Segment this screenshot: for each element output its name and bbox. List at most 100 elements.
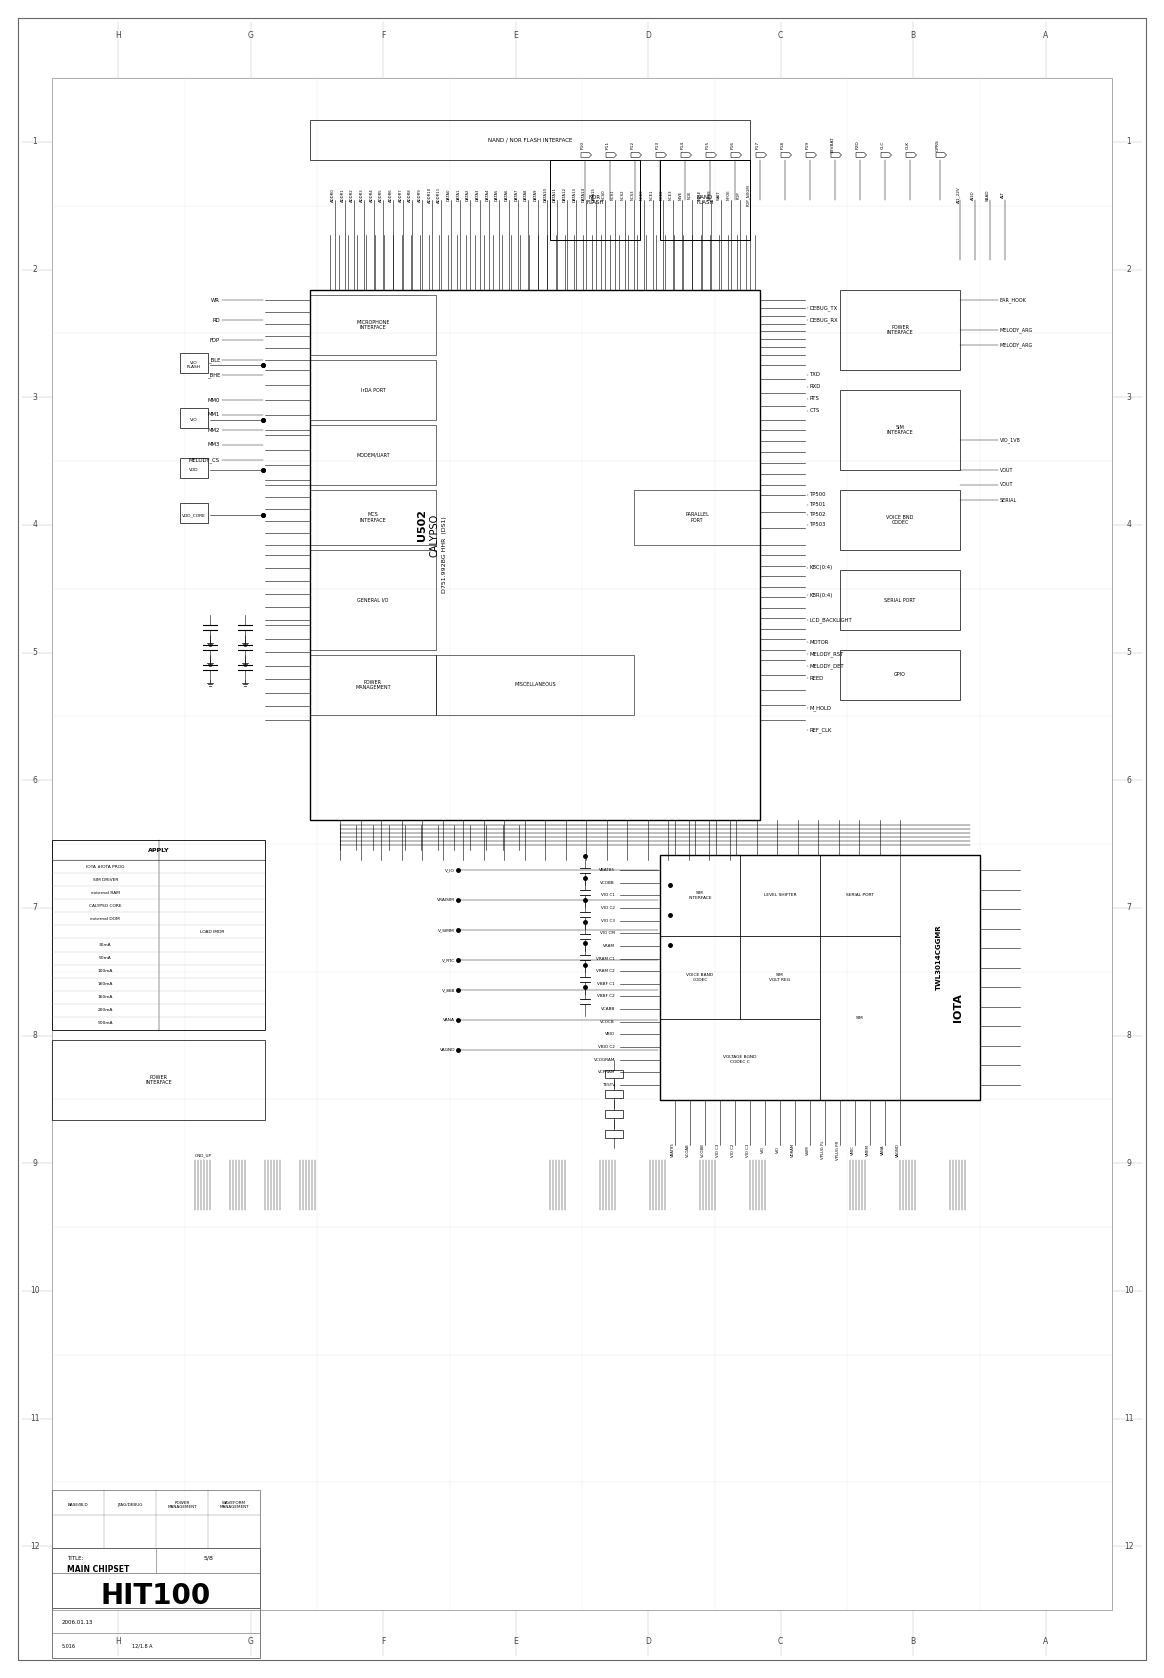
Bar — [605, 1111, 623, 1118]
Text: VBAT85: VBAT85 — [670, 1143, 675, 1158]
Text: POWER
INTERFACE: POWER INTERFACE — [146, 1074, 172, 1086]
Text: 8: 8 — [33, 1030, 37, 1040]
Text: VANA: VANA — [443, 1019, 455, 1022]
Text: VCOBB: VCOBB — [701, 1143, 705, 1156]
Text: LOAD IMDR: LOAD IMDR — [199, 930, 223, 935]
Text: TP502: TP502 — [810, 512, 826, 517]
Text: DATA5: DATA5 — [495, 190, 499, 201]
Text: 6: 6 — [33, 775, 37, 785]
Text: D: D — [645, 32, 651, 40]
Text: 9: 9 — [33, 1159, 37, 1168]
Text: 5/8: 5/8 — [203, 1556, 213, 1561]
Text: NBHE: NBHE — [708, 190, 711, 200]
Text: VCOGRAM: VCOGRAM — [594, 1057, 615, 1062]
Text: AI1D: AI1D — [971, 190, 975, 200]
Text: GPIO: GPIO — [894, 673, 906, 678]
Text: G: G — [248, 1638, 254, 1646]
Bar — [740, 856, 819, 936]
Text: WAIT: WAIT — [717, 190, 721, 200]
Text: VCPRAM: VCPRAM — [597, 1071, 615, 1074]
Bar — [660, 856, 980, 1101]
Text: VAGND: VAGND — [896, 1143, 900, 1156]
Text: MAIN CHIPSET: MAIN CHIPSET — [68, 1566, 129, 1574]
Text: SERIAL: SERIAL — [1000, 497, 1017, 502]
Text: 12/1.8 A: 12/1.8 A — [132, 1643, 152, 1648]
Text: 11: 11 — [30, 1415, 40, 1423]
Text: FDP: FDP — [210, 337, 220, 342]
Text: MM2: MM2 — [207, 428, 220, 433]
Text: P11: P11 — [606, 141, 610, 149]
Text: DATA0: DATA0 — [447, 188, 450, 201]
Text: RD: RD — [212, 317, 220, 322]
Text: DATA2: DATA2 — [466, 188, 470, 201]
Text: DATA7: DATA7 — [514, 188, 518, 201]
Text: DATA10: DATA10 — [544, 188, 547, 203]
Text: KBC(0:4): KBC(0:4) — [810, 565, 833, 571]
Text: P17: P17 — [755, 141, 760, 149]
Text: 5.016: 5.016 — [62, 1643, 76, 1648]
Text: RTS: RTS — [810, 396, 819, 401]
Text: ADDR6: ADDR6 — [389, 188, 393, 201]
Text: DATA6: DATA6 — [505, 190, 509, 201]
Bar — [605, 1129, 623, 1138]
Text: 3: 3 — [1127, 393, 1131, 401]
Bar — [660, 936, 740, 1019]
Bar — [180, 408, 208, 428]
Text: GPRS: GPRS — [936, 139, 941, 151]
Text: VMEM: VMEM — [866, 1144, 870, 1156]
Text: 7: 7 — [33, 903, 37, 913]
Text: NCS0: NCS0 — [602, 190, 605, 200]
Text: TXD: TXD — [810, 373, 821, 378]
Bar — [52, 841, 265, 1030]
Bar — [52, 1549, 260, 1608]
Text: BASE/BLD: BASE/BLD — [68, 1503, 88, 1507]
Text: 11: 11 — [1124, 1415, 1134, 1423]
Text: POWER
MANAGEMENT: POWER MANAGEMENT — [355, 680, 391, 690]
Text: NCS3: NCS3 — [630, 190, 634, 200]
Text: B: B — [910, 32, 916, 40]
Text: VIO C3: VIO C3 — [716, 1143, 721, 1156]
Text: CALYPSO CORE: CALYPSO CORE — [88, 904, 121, 908]
Text: VCOCB: VCOCB — [601, 1020, 615, 1024]
Bar — [840, 571, 960, 629]
Text: NOE: NOE — [688, 191, 693, 200]
Text: KBR(0:4): KBR(0:4) — [810, 592, 833, 597]
Text: MM1: MM1 — [207, 413, 220, 418]
Text: NCE3: NCE3 — [669, 190, 673, 200]
Text: ADDR1: ADDR1 — [341, 188, 345, 201]
Text: POWER
INTERFACE: POWER INTERFACE — [887, 324, 914, 336]
Text: TP500: TP500 — [810, 493, 826, 497]
Text: REF_CLK: REF_CLK — [810, 727, 832, 733]
Text: 12: 12 — [30, 1542, 40, 1550]
Text: ADDR3: ADDR3 — [360, 188, 364, 201]
Text: B: B — [910, 1638, 916, 1646]
Text: MODEM/UART: MODEM/UART — [356, 453, 390, 458]
Text: TWL3014CGGMR: TWL3014CGGMR — [936, 925, 942, 990]
Text: TP501: TP501 — [810, 502, 826, 507]
Text: JTAG/DEBUG: JTAG/DEBUG — [118, 1503, 143, 1507]
Text: 1: 1 — [1127, 138, 1131, 146]
Text: G: G — [248, 32, 254, 40]
Text: NCS2: NCS2 — [620, 190, 625, 200]
Text: CLK: CLK — [906, 141, 910, 149]
Text: CLC: CLC — [881, 141, 885, 149]
Text: MICROPHONE
INTERFACE: MICROPHONE INTERFACE — [356, 319, 390, 331]
Text: LCD_BACKLIGHT: LCD_BACKLIGHT — [810, 618, 853, 623]
Text: 8: 8 — [1127, 1030, 1131, 1040]
Text: ADDR7: ADDR7 — [398, 188, 403, 201]
Text: P19: P19 — [805, 141, 810, 149]
Bar — [52, 1608, 260, 1658]
Text: DATA8: DATA8 — [524, 188, 528, 201]
Text: external DOM: external DOM — [91, 916, 120, 921]
Bar — [840, 490, 960, 550]
Text: 3: 3 — [33, 393, 37, 401]
Text: NCE2: NCE2 — [659, 190, 663, 200]
Text: V_888: V_888 — [441, 988, 455, 992]
Text: 9: 9 — [1127, 1159, 1131, 1168]
Text: 50mA: 50mA — [99, 956, 112, 960]
Bar — [660, 159, 750, 240]
Text: TESTV: TESTV — [602, 1082, 615, 1087]
Bar — [605, 1091, 623, 1097]
Text: 1: 1 — [33, 138, 37, 146]
Text: DATA13: DATA13 — [573, 188, 576, 203]
